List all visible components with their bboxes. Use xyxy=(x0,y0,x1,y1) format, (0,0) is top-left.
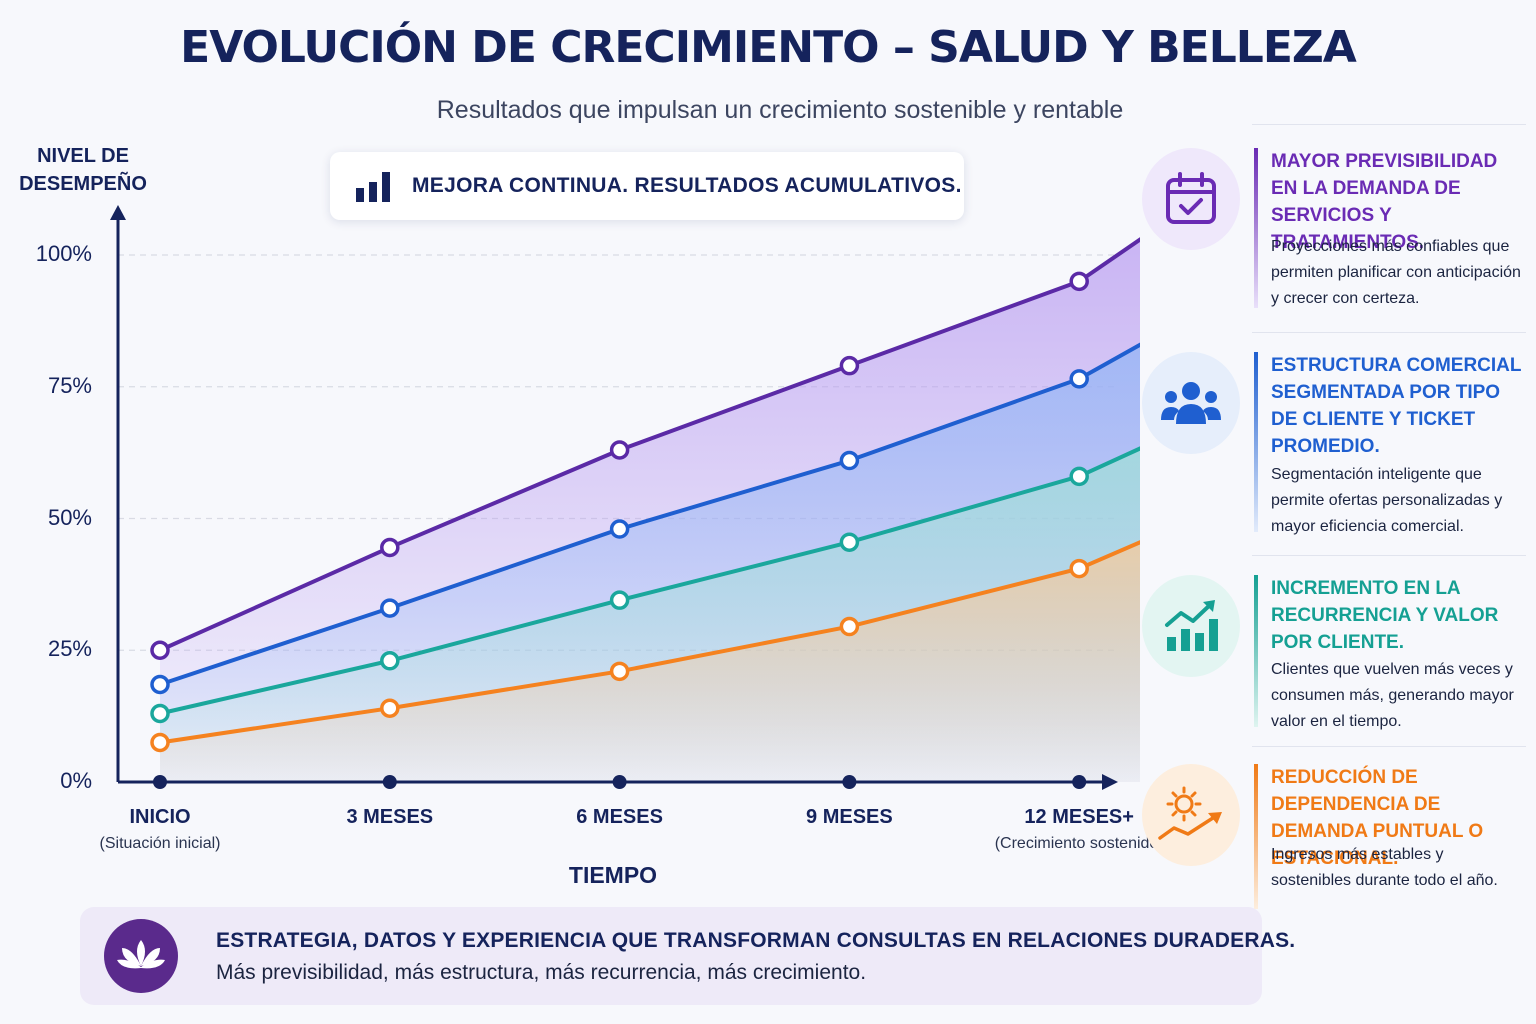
users-group-icon xyxy=(1161,382,1221,424)
data-point xyxy=(839,532,860,552)
data-point xyxy=(380,651,400,671)
feature-accent-bar xyxy=(1254,352,1258,532)
series-line xyxy=(158,342,1140,687)
data-point xyxy=(150,674,170,695)
panel-divider xyxy=(1252,332,1526,333)
x-tick-dot xyxy=(842,775,857,789)
y-tick-label: 75% xyxy=(47,372,92,398)
data-point xyxy=(380,598,400,618)
y-tick-label: 0% xyxy=(60,768,92,793)
data-point xyxy=(839,355,860,376)
page-title: EVOLUCIÓN DE CRECIMIENTO – SALUD Y BELLE… xyxy=(180,22,1357,73)
x-tick-label-text: 9 MESES xyxy=(806,806,893,828)
x-tick-dot xyxy=(153,775,167,789)
x-tick-label-text: 6 MESES xyxy=(576,806,663,828)
feature-description: Clientes que vuelven más veces y consume… xyxy=(1271,661,1514,730)
data-point xyxy=(380,537,400,558)
footer-tagline: Más previsibilidad, más estructura, más … xyxy=(216,961,867,984)
feature-card-estructura: ESTRUCTURA COMERCIAL SEGMENTADA POR TIPO… xyxy=(1142,352,1526,542)
calendar-check-icon xyxy=(1166,172,1216,224)
y-axis-title-line1: NIVEL DE xyxy=(37,145,129,167)
highlight-text: MEJORA CONTINUA. RESULTADOS ACUMULATIVOS… xyxy=(412,174,962,197)
feature-description: Ingresos más estables y sostenibles dura… xyxy=(1271,846,1498,889)
data-point xyxy=(609,661,630,682)
feature-title: REDUCCIÓN DE DEPENDENCIA DE DEMANDA PUNT… xyxy=(1271,767,1484,869)
x-tick-dot xyxy=(612,775,627,789)
x-tick-label: 9 MESES xyxy=(739,806,959,829)
feature-title: INCREMENTO EN LA RECURRENCIA Y VALOR POR… xyxy=(1271,578,1499,653)
feature-card-previsibilidad: MAYOR PREVISIBILIDAD EN LA DEMANDA DE SE… xyxy=(1142,148,1526,318)
y-axis-arrow xyxy=(110,205,126,220)
x-tick-label-text: INICIO xyxy=(129,806,191,828)
series-area xyxy=(160,541,1140,782)
panel-divider xyxy=(1252,555,1526,556)
feature-title: MAYOR PREVISIBILIDAD EN LA DEMANDA DE SE… xyxy=(1271,151,1498,253)
panel-divider xyxy=(1252,124,1526,125)
feature-title: ESTRUCTURA COMERCIAL SEGMENTADA POR TIPO… xyxy=(1271,355,1522,457)
feature-accent-bar xyxy=(1254,575,1258,727)
data-point xyxy=(1069,466,1089,487)
footer-banner: ESTRATEGIA, DATOS Y EXPERIENCIA QUE TRAN… xyxy=(80,907,1295,1005)
series-line xyxy=(158,237,1140,653)
x-tick-sublabel: (Crecimiento sostenido) xyxy=(994,835,1164,852)
data-point xyxy=(1069,369,1089,389)
feature-card-recurrencia: INCREMENTO EN LA RECURRENCIA Y VALOR POR… xyxy=(1142,575,1526,735)
data-point xyxy=(380,698,400,718)
data-point xyxy=(150,732,170,753)
x-tick-label-text: 3 MESES xyxy=(346,806,434,828)
footer-headline: ESTRATEGIA, DATOS Y EXPERIENCIA QUE TRAN… xyxy=(216,929,1296,952)
x-axis-title: TIEMPO xyxy=(568,862,658,888)
y-tick-label: 100% xyxy=(35,241,92,266)
x-tick-label: 6 MESES xyxy=(510,806,730,829)
data-point xyxy=(839,450,860,471)
panel-divider xyxy=(1252,746,1526,747)
feature-description: Proyecciones más confiables que permiten… xyxy=(1271,238,1521,307)
x-tick-dot xyxy=(382,775,397,789)
feature-card-estacional: REDUCCIÓN DE DEPENDENCIA DE DEMANDA PUNT… xyxy=(1142,764,1526,924)
data-point xyxy=(609,590,630,610)
x-tick-label: 12 MESES+ (Crecimiento sostenido) xyxy=(969,806,1189,853)
footer-badge xyxy=(104,919,178,993)
feature-icon-bg xyxy=(1142,764,1240,866)
x-axis-arrow xyxy=(1102,774,1118,790)
y-tick-label: 50% xyxy=(47,504,92,530)
x-tick-dot xyxy=(1072,775,1087,789)
data-point xyxy=(609,519,630,539)
data-point xyxy=(1069,271,1089,292)
feature-icon-bg xyxy=(1142,575,1240,677)
y-axis-title-line2: DESEMPEÑO xyxy=(19,173,147,195)
bar-chart-icon xyxy=(356,172,390,202)
y-axis-title: NIVEL DE DESEMPEÑO xyxy=(18,142,148,198)
x-tick-label: INICIO (Situación inicial) xyxy=(50,806,270,853)
x-tick-sublabel: (Situación inicial) xyxy=(99,835,221,852)
sun-trend-icon xyxy=(1158,786,1222,840)
data-point xyxy=(839,616,860,637)
feature-icon-bg xyxy=(1142,148,1240,250)
data-point xyxy=(1069,558,1089,579)
x-tick-label-text: 12 MESES+ xyxy=(1024,806,1134,828)
y-tick-label: 25% xyxy=(47,636,92,662)
x-tick-label: 3 MESES xyxy=(280,806,500,829)
feature-accent-bar xyxy=(1254,148,1258,308)
page-subtitle: Resultados que impulsan un crecimiento s… xyxy=(436,96,1124,124)
feature-description: Segmentación inteligente que permite ofe… xyxy=(1271,466,1503,535)
highlight-banner: MEJORA CONTINUA. RESULTADOS ACUMULATIVOS… xyxy=(330,152,964,220)
growth-line-chart xyxy=(110,205,1140,790)
series-line xyxy=(158,540,1140,745)
lotus-icon xyxy=(117,940,165,969)
data-point xyxy=(150,703,170,724)
data-point xyxy=(150,640,170,660)
series-line xyxy=(158,446,1140,716)
growth-chart-icon xyxy=(1165,600,1218,651)
data-point xyxy=(609,440,630,460)
feature-icon-bg xyxy=(1142,352,1240,454)
feature-accent-bar xyxy=(1254,764,1258,909)
